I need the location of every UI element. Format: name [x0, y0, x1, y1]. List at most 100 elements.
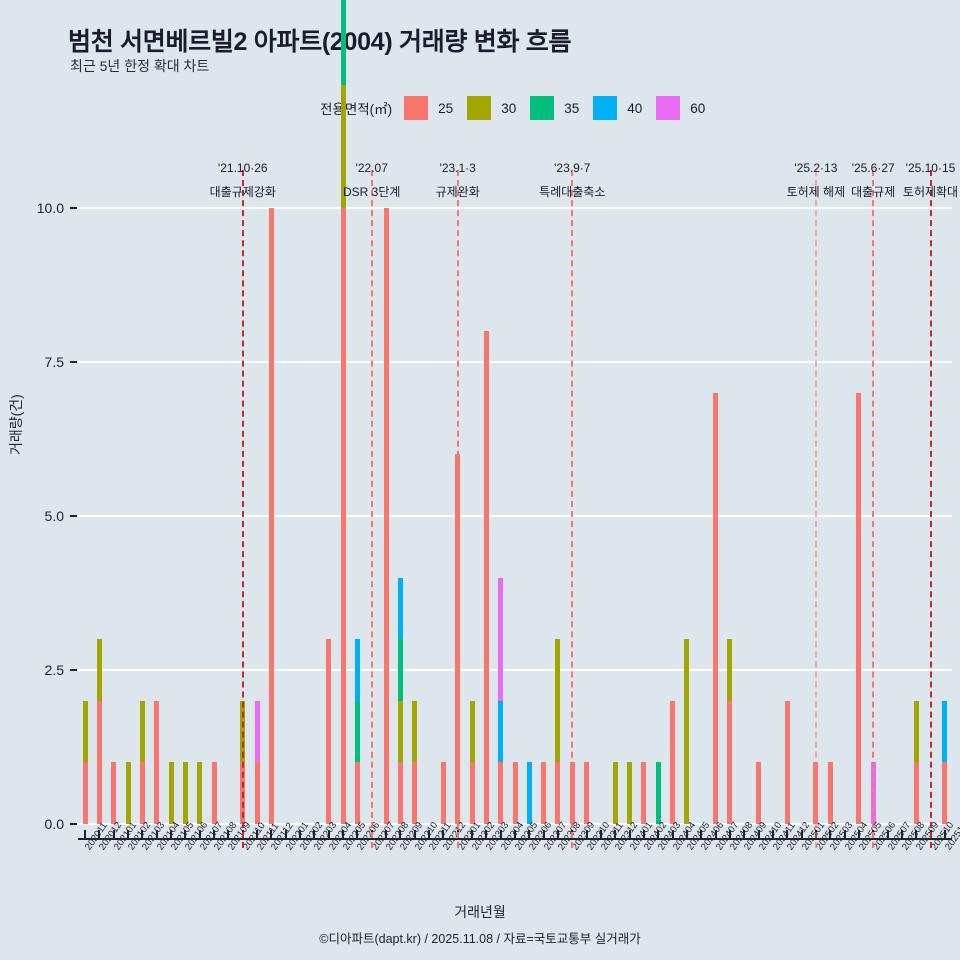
bar-202111-25[interactable] — [254, 762, 260, 824]
y-tick-label: 7.5 — [44, 354, 64, 370]
bar-202106-30[interactable] — [182, 762, 188, 824]
bar-202112-25[interactable] — [268, 208, 274, 824]
bar-202511-40[interactable] — [942, 700, 948, 763]
bar-202306-40[interactable] — [526, 762, 532, 824]
bar-202312-30[interactable] — [612, 762, 618, 824]
bar-202509-25[interactable] — [913, 762, 919, 824]
bar-202107-30[interactable] — [197, 762, 203, 824]
x-tick-mark — [213, 830, 216, 839]
x-tick-mark — [671, 830, 674, 839]
bar-202407-25[interactable] — [713, 392, 719, 824]
bar-202210-25[interactable] — [412, 762, 418, 824]
bar-202509-30[interactable] — [913, 700, 919, 763]
x-tick-mark — [499, 830, 502, 839]
legend-swatch-30 — [467, 96, 492, 120]
bar-202308-30[interactable] — [555, 639, 561, 763]
x-tick-mark — [112, 830, 115, 839]
bar-202401-30[interactable] — [627, 762, 633, 824]
bar-202011-25[interactable] — [82, 762, 88, 824]
bar-202503-25[interactable] — [827, 762, 833, 824]
gridline — [78, 361, 952, 363]
bar-202102-30[interactable] — [125, 762, 131, 824]
event-date-202502: '25.2·13 — [794, 161, 838, 175]
legend-item-25[interactable]: 25 — [404, 96, 453, 120]
bar-202012-30[interactable] — [96, 639, 102, 701]
x-tick-mark — [542, 830, 545, 839]
legend-swatch-35 — [530, 96, 555, 120]
bar-202302-25[interactable] — [469, 762, 475, 824]
bar-202108-25[interactable] — [211, 762, 217, 824]
event-line-202502 — [814, 170, 817, 848]
x-tick-mark — [98, 830, 101, 839]
bar-202302-30[interactable] — [469, 700, 475, 763]
bar-202305-25[interactable] — [512, 762, 518, 824]
x-tick-mark — [198, 830, 201, 839]
bar-202304-25[interactable] — [498, 762, 504, 824]
bar-202208-25[interactable] — [383, 208, 389, 824]
bar-202304-40[interactable] — [498, 700, 504, 763]
bar-202206-40[interactable] — [354, 639, 360, 701]
bar-202011-30[interactable] — [82, 700, 88, 763]
bar-202209-30[interactable] — [397, 700, 403, 763]
event-line-202506 — [872, 170, 875, 848]
bar-202205-25[interactable] — [340, 208, 346, 824]
x-tick-mark — [227, 830, 230, 839]
bar-202304-60[interactable] — [498, 577, 504, 701]
x-tick-mark — [800, 830, 803, 839]
bar-202408-30[interactable] — [727, 639, 733, 701]
bar-202103-30[interactable] — [139, 700, 145, 763]
x-tick-mark — [442, 830, 445, 839]
bar-202405-30[interactable] — [684, 639, 690, 824]
event-date-202309: '23.9·7 — [554, 161, 591, 175]
x-tick-mark — [657, 830, 660, 839]
page-title: 범천 서면베르빌2 아파트(2004) 거래량 변화 흐름 — [68, 28, 572, 56]
y-tick-mark — [70, 515, 77, 517]
y-tick-mark — [70, 361, 77, 363]
bar-202505-25[interactable] — [856, 392, 862, 824]
x-tick-mark — [614, 830, 617, 839]
x-tick-mark — [900, 830, 903, 839]
bar-202111-60[interactable] — [254, 700, 260, 763]
bar-202209-35[interactable] — [397, 639, 403, 701]
x-tick-mark — [141, 830, 144, 839]
bar-202204-25[interactable] — [326, 639, 332, 824]
bar-202212-25[interactable] — [440, 762, 446, 824]
bar-202412-25[interactable] — [784, 700, 790, 824]
bar-202303-25[interactable] — [483, 331, 489, 824]
bar-202104-25[interactable] — [154, 700, 160, 824]
bar-202511-25[interactable] — [942, 762, 948, 824]
bar-202403-35[interactable] — [655, 762, 661, 824]
bar-202408-25[interactable] — [727, 700, 733, 824]
legend-item-30[interactable]: 30 — [467, 96, 516, 120]
bar-202209-40[interactable] — [397, 577, 403, 640]
bar-202209-25[interactable] — [397, 762, 403, 824]
legend-item-35[interactable]: 35 — [530, 96, 579, 120]
bar-202308-25[interactable] — [555, 762, 561, 824]
bar-202105-30[interactable] — [168, 762, 174, 824]
bar-202101-25[interactable] — [111, 762, 117, 824]
legend-item-60[interactable]: 60 — [656, 96, 705, 120]
x-axis-title: 거래년월 — [454, 904, 506, 920]
bar-202402-25[interactable] — [641, 762, 647, 824]
bar-202404-25[interactable] — [670, 700, 676, 824]
bar-202206-25[interactable] — [354, 762, 360, 824]
x-tick-mark — [485, 830, 488, 839]
bar-202310-25[interactable] — [584, 762, 590, 824]
bar-202206-35[interactable] — [354, 700, 360, 763]
bar-202012-25[interactable] — [96, 700, 102, 824]
legend-swatch-60 — [656, 96, 681, 120]
y-axis-title: 거래량(건) — [8, 394, 24, 455]
event-date-202510: '25.10·15 — [905, 161, 956, 175]
x-tick-mark — [915, 830, 918, 839]
bar-202205-35[interactable] — [340, 0, 346, 85]
x-tick-mark — [556, 830, 559, 839]
bar-202103-25[interactable] — [139, 762, 145, 824]
legend-item-40[interactable]: 40 — [593, 96, 642, 120]
bar-202210-30[interactable] — [412, 700, 418, 763]
bar-202307-25[interactable] — [541, 762, 547, 824]
chart-legend: 전용면적(㎡) 25 30 35 40 60 — [320, 96, 719, 120]
legend-label-25: 25 — [438, 100, 454, 116]
x-tick-mark — [170, 830, 173, 839]
bar-202410-25[interactable] — [756, 762, 762, 824]
bar-202205-30[interactable] — [340, 84, 346, 208]
